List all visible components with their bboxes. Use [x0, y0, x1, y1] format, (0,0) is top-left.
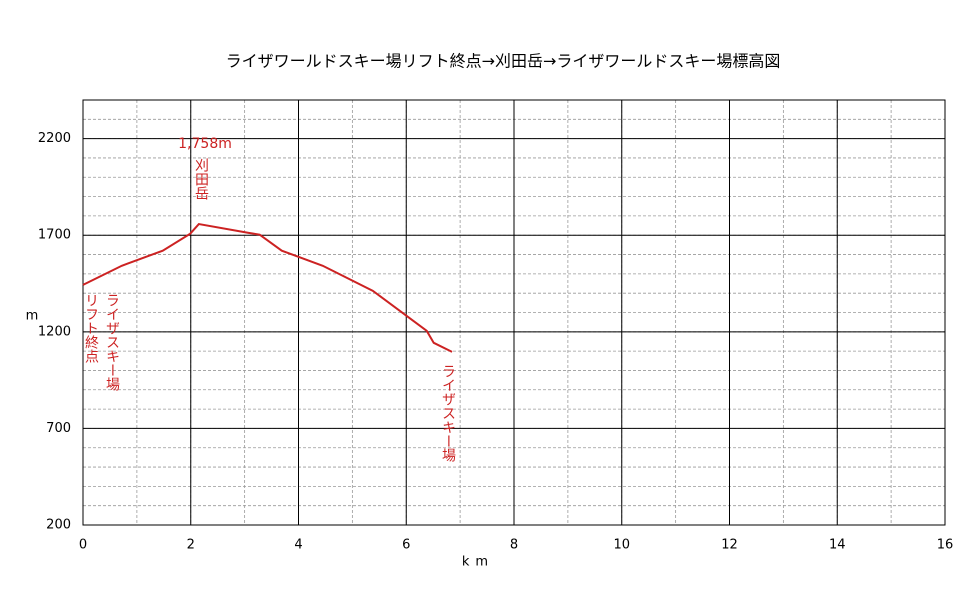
annotation: 刈田岳 — [193, 158, 209, 200]
y-tick-label: 1200 — [38, 324, 71, 339]
x-tick-label: 14 — [829, 538, 846, 553]
x-tick-label: 4 — [294, 538, 302, 553]
annotation: 1,758m — [178, 136, 232, 152]
x-tick-label: 10 — [613, 538, 630, 553]
y-axis-label: m — [26, 309, 39, 324]
y-tick-label: 2200 — [38, 131, 71, 146]
y-tick-label: 700 — [46, 421, 71, 436]
x-tick-label: 12 — [721, 538, 738, 553]
x-tick-label: 8 — [510, 538, 518, 553]
plot-frame — [82, 99, 946, 526]
x-tick-label: 6 — [402, 538, 410, 553]
x-tick-label: 0 — [79, 538, 87, 553]
x-axis-label: km — [462, 555, 494, 570]
chart-title: ライザワールドスキー場リフト終点→刈田岳→ライザワールドスキー場標高図 — [226, 52, 781, 71]
y-tick-label: 200 — [46, 518, 71, 533]
annotation: ライザスキー場 — [440, 364, 456, 462]
y-tick-label: 1700 — [38, 228, 71, 243]
x-tick-label: 16 — [937, 538, 954, 553]
elevation-line — [82, 222, 453, 353]
annotation: リフト終点 — [83, 293, 99, 363]
annotation: ライザスキー場 — [104, 293, 120, 391]
x-tick-label: 2 — [187, 538, 195, 553]
